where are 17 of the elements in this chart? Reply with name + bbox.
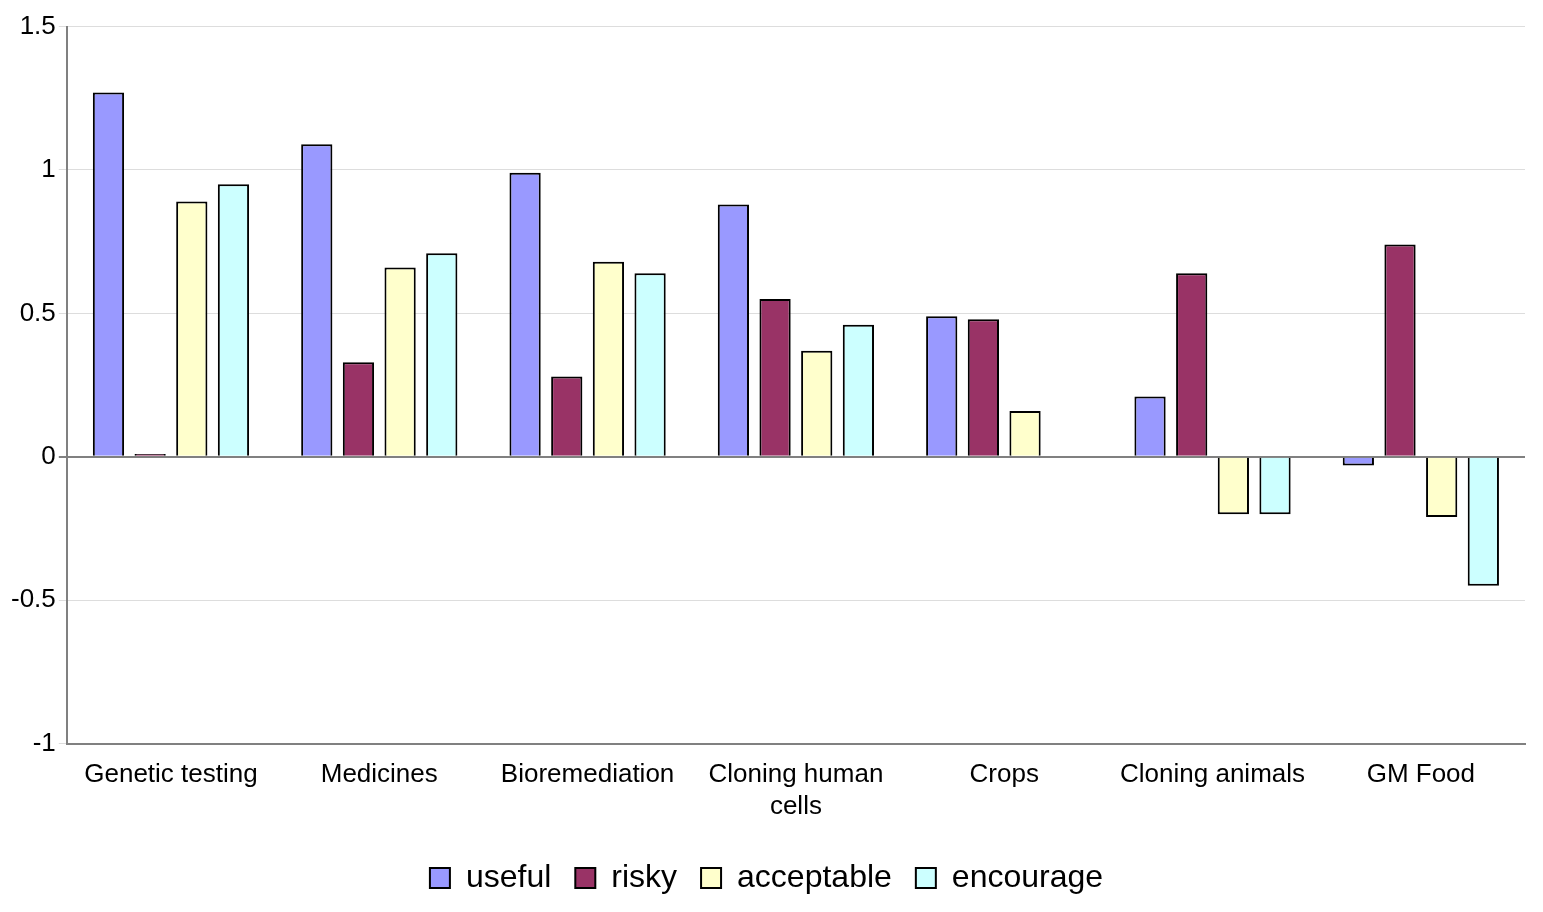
y-tick-label: -1 [32,726,56,757]
y-tick-label: 0.5 [19,296,56,327]
y-tick-label: -0.5 [10,583,56,614]
y-tick-label: 1 [41,153,56,184]
x-tick-label: Cloning animals [1120,758,1306,789]
x-tick-label: GM Food [1366,758,1476,789]
x-tick-label: Cloning human cells [708,758,884,820]
x-tick-label: Crops [969,758,1039,789]
legend-label: risky [611,857,678,894]
y-tick-label: 1.5 [19,9,56,40]
legend-label: acceptable [737,857,892,894]
legend-label: useful [465,857,552,894]
x-tick-label: Genetic testing [84,758,258,789]
x-tick-label: Bioremediation [500,758,675,789]
y-tick-label: 0 [41,439,56,470]
x-tick-label: Medicines [320,758,438,789]
legend-label: encourage [951,857,1104,894]
